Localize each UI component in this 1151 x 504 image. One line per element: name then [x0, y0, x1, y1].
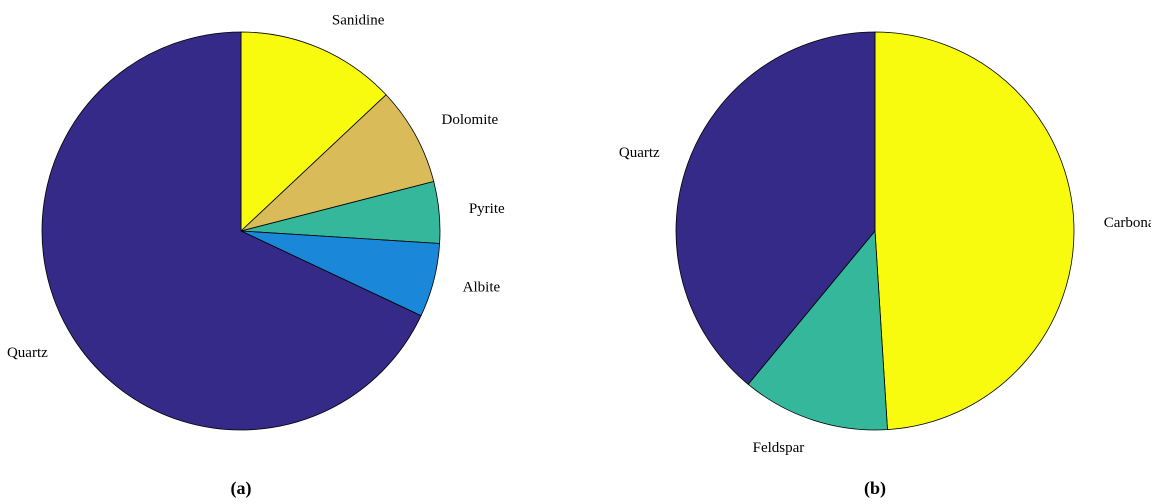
slice-label: Carbonate — [1104, 215, 1151, 231]
pie-slice — [240, 94, 435, 232]
slice-label: Dolomite — [442, 112, 499, 128]
slice-label: Pyrite — [469, 201, 505, 217]
slice-label: Albite — [463, 279, 501, 295]
slice-label: Feldspar — [753, 440, 805, 456]
caption: (a) — [231, 478, 252, 499]
slice-label: Quartz — [7, 345, 48, 361]
slice-label: Sanidine — [332, 12, 385, 28]
pie-slice — [675, 31, 876, 385]
pie-slice — [41, 31, 422, 431]
pie-slice — [874, 31, 1075, 431]
caption: (b) — [864, 478, 886, 499]
pie-slice — [240, 31, 387, 232]
slice-label: Quartz — [619, 145, 660, 161]
pie-slice — [747, 229, 888, 431]
